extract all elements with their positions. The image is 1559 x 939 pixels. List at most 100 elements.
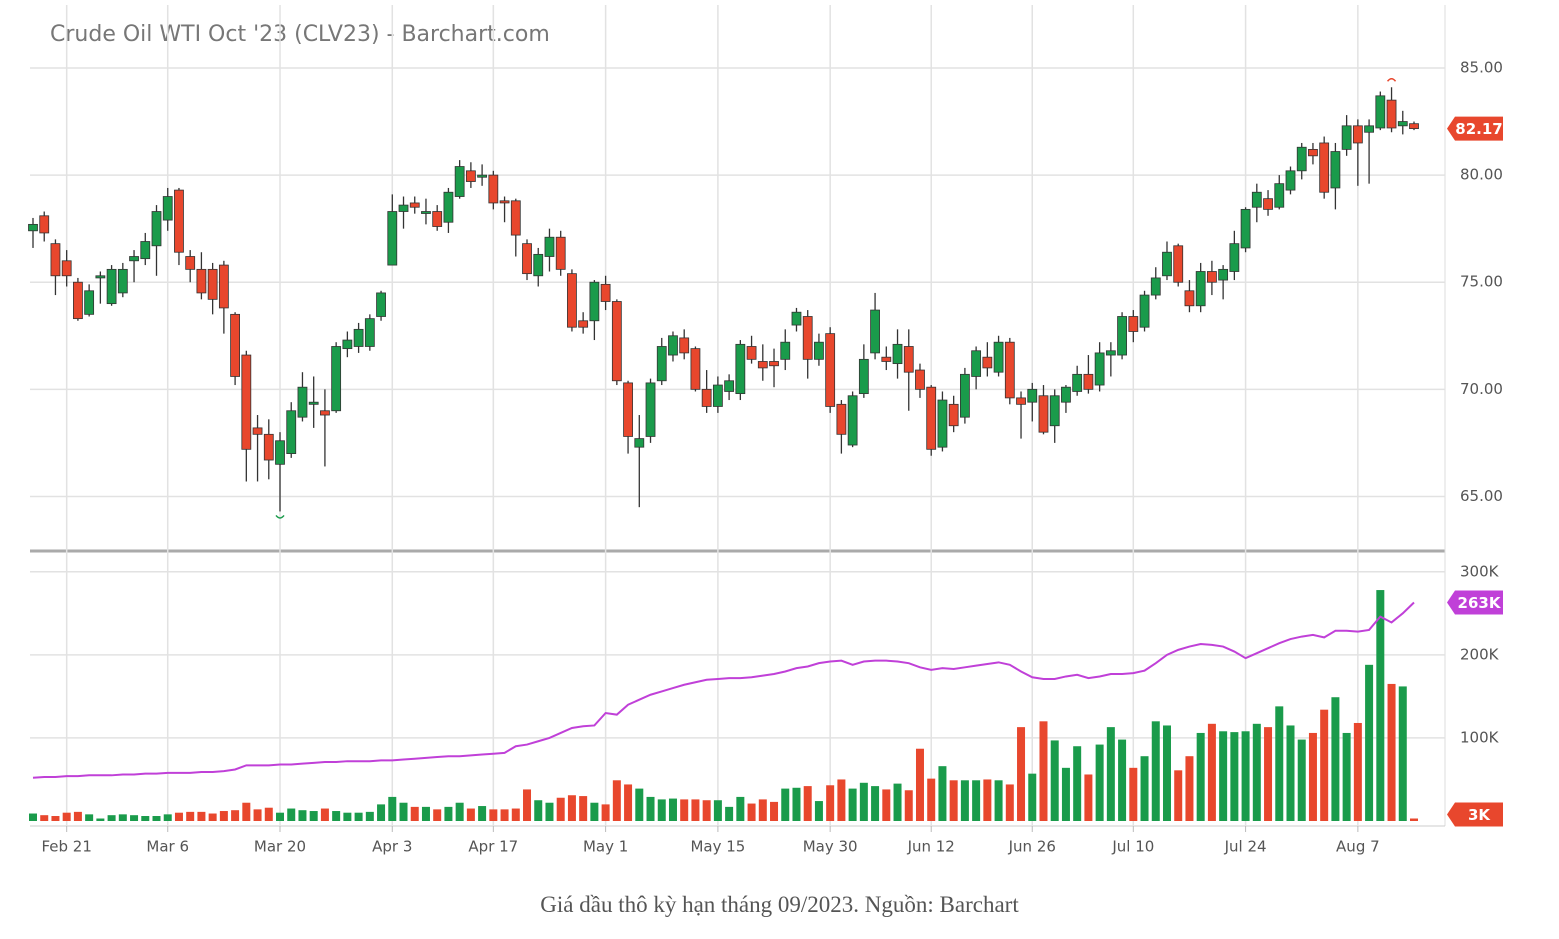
candle-body — [398, 204, 409, 212]
candle-body — [387, 211, 398, 266]
volume-bar — [1365, 664, 1374, 821]
candle-body — [443, 191, 454, 223]
y-tick-label: 200K — [1460, 645, 1500, 663]
volume-bar — [1196, 732, 1205, 821]
candle-body — [308, 401, 319, 405]
candle-body — [611, 301, 622, 382]
candle-body — [376, 292, 386, 317]
candle-body — [499, 200, 510, 204]
volume-bar — [770, 801, 779, 821]
candle-body — [297, 386, 308, 418]
volume-bar — [758, 799, 767, 821]
caption: Giá dầu thô kỳ hạn tháng 09/2023. Nguồn:… — [540, 892, 1019, 917]
candle-body — [1218, 268, 1229, 281]
candle-body — [1330, 151, 1341, 189]
candle-body — [432, 211, 443, 227]
volume-bar — [1061, 767, 1070, 821]
candle-body — [263, 433, 274, 461]
y-tick-label: 75.00 — [1460, 273, 1503, 291]
volume-bar — [601, 804, 610, 821]
volume-bar — [1230, 732, 1239, 821]
volume-bar — [646, 796, 655, 821]
candle-body — [836, 403, 847, 435]
candle-body — [95, 275, 106, 279]
volume-bar — [1084, 774, 1093, 821]
volume-bar — [410, 806, 419, 821]
candle-body — [477, 174, 488, 178]
candle-body — [847, 395, 858, 446]
candle-body — [117, 268, 128, 294]
candle-body — [275, 440, 285, 465]
last-price-tag-bg — [1447, 116, 1503, 141]
volume-bar — [1275, 706, 1284, 821]
candle-body — [1341, 125, 1352, 150]
volume-bar — [107, 815, 116, 821]
y-tick-label: 80.00 — [1460, 166, 1503, 184]
candle-body — [656, 346, 667, 382]
y-tick-label: 70.00 — [1460, 380, 1503, 398]
candle-body — [1319, 142, 1330, 193]
candle-body — [106, 268, 117, 305]
volume-bar — [1151, 721, 1160, 821]
candle-body — [1263, 198, 1273, 210]
candle-body — [510, 200, 521, 236]
volume-bar — [399, 802, 408, 821]
volume-bar — [152, 816, 161, 821]
candle-body — [825, 333, 836, 407]
volume-bar — [814, 801, 823, 821]
candle-body — [735, 343, 746, 395]
candle-body — [353, 328, 364, 347]
candle-body — [1072, 373, 1083, 392]
candle-body — [1061, 386, 1071, 403]
candle-body — [1386, 99, 1397, 129]
x-tick-label: Apr 17 — [468, 838, 518, 856]
candle-body — [1038, 395, 1049, 433]
candle-body — [140, 241, 151, 260]
volume-bar — [691, 799, 700, 821]
candle-body — [1027, 388, 1038, 403]
candle-body — [218, 264, 229, 309]
candle-body — [634, 438, 645, 448]
candle-body — [84, 290, 95, 315]
candle-body — [230, 313, 240, 377]
candle-body — [342, 339, 353, 350]
candle-body — [1016, 397, 1026, 405]
candle-body — [746, 346, 757, 360]
volume-bar — [141, 816, 150, 821]
volume-bar — [163, 814, 172, 821]
volume-bar — [62, 812, 71, 821]
candle-body — [1049, 395, 1060, 427]
average-volume-tag: 263K — [1458, 594, 1502, 612]
candle-body — [757, 361, 768, 369]
high-marker — [1386, 78, 1397, 82]
volume-bar — [635, 788, 644, 821]
volume-bar — [1017, 727, 1026, 821]
candle-body — [814, 341, 824, 360]
candle-body — [162, 196, 173, 221]
volume-bar — [264, 807, 273, 821]
candle-body — [926, 386, 937, 450]
candle-body — [151, 211, 162, 247]
candle-body — [701, 388, 712, 407]
candle-body — [1285, 170, 1296, 191]
candle-body — [668, 335, 678, 356]
volume-bar — [466, 808, 475, 821]
volume-bar — [590, 802, 599, 821]
candle-body — [61, 260, 72, 277]
volume-bar — [219, 811, 228, 821]
candle-body — [522, 243, 532, 275]
candle-body — [1004, 341, 1015, 399]
candle-body — [567, 273, 577, 328]
volume-bar — [747, 803, 756, 821]
candle-body — [1229, 243, 1240, 272]
volume-bar — [478, 806, 487, 821]
volume-bar — [1308, 732, 1317, 821]
candle-body — [174, 189, 184, 253]
volume-bar — [904, 790, 913, 821]
x-tick-label: Jun 26 — [1008, 838, 1056, 856]
candle-body — [802, 316, 813, 360]
volume-bar — [1129, 767, 1138, 821]
candle-body — [28, 223, 38, 232]
volume-bar — [1140, 756, 1149, 821]
candle-body — [1240, 208, 1251, 249]
